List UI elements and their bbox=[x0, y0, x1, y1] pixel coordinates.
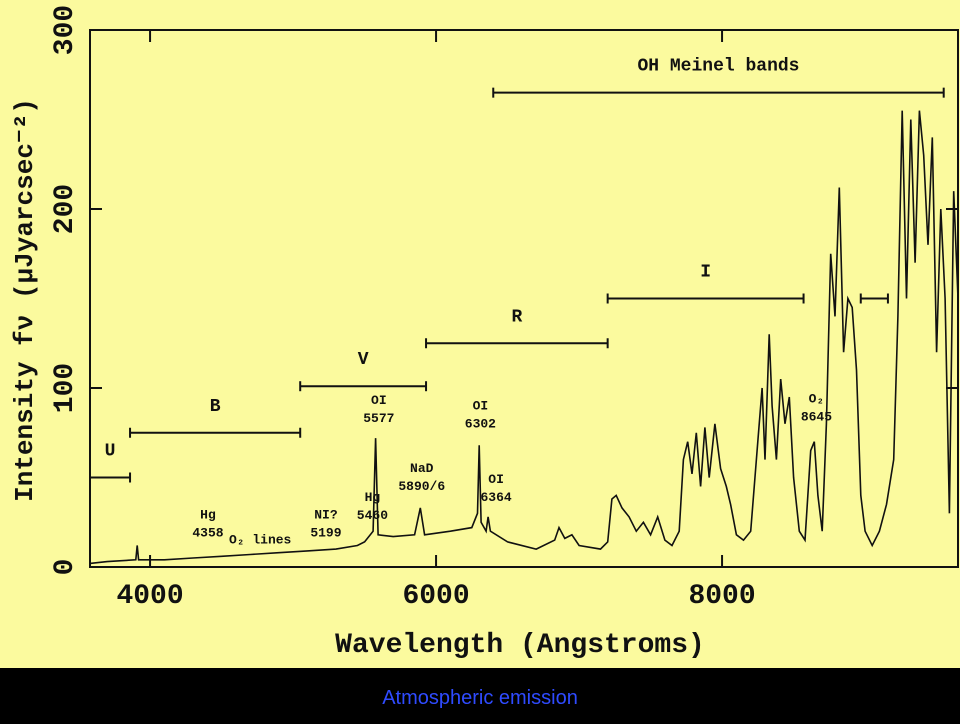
line-label: 4358 bbox=[192, 526, 223, 541]
y-tick-label: 0 bbox=[50, 559, 81, 576]
line-label: Hg bbox=[200, 508, 216, 523]
y-tick-label: 200 bbox=[50, 184, 81, 234]
band-label: V bbox=[358, 350, 369, 370]
line-label: 5890/6 bbox=[398, 479, 445, 494]
line-label: NI? bbox=[314, 508, 338, 523]
line-label: Hg bbox=[365, 490, 381, 505]
line-label: 5199 bbox=[310, 526, 341, 541]
background bbox=[0, 0, 960, 668]
y-tick-label: 100 bbox=[50, 363, 81, 413]
band-label: U bbox=[105, 442, 116, 462]
chart: Wavelength (Angstroms) Intensity fν (μJy… bbox=[0, 0, 960, 668]
y-axis-label: Intensity fν (μJyarcsec⁻²) bbox=[10, 98, 40, 502]
y-tick-label: 300 bbox=[50, 5, 81, 55]
x-axis-label: Wavelength (Angstroms) bbox=[335, 630, 705, 661]
line-label: O₂ bbox=[809, 391, 825, 406]
line-label: NaD bbox=[410, 461, 434, 476]
line-label: 8645 bbox=[801, 409, 832, 424]
line-label: OI bbox=[488, 472, 504, 487]
line-label: O₂ lines bbox=[229, 533, 292, 548]
line-label: 6302 bbox=[465, 416, 496, 431]
band-label: B bbox=[210, 397, 221, 417]
band-label: I bbox=[700, 263, 711, 283]
line-label: 5577 bbox=[363, 411, 394, 426]
line-label: 6364 bbox=[481, 490, 512, 505]
line-label: OI bbox=[371, 393, 387, 408]
x-tick-label: 4000 bbox=[116, 581, 183, 612]
line-label: OI bbox=[473, 398, 489, 413]
x-tick-label: 8000 bbox=[688, 581, 755, 612]
caption: Atmospheric emission bbox=[382, 687, 578, 709]
spectrum-line bbox=[89, 110, 959, 565]
x-tick-label: 6000 bbox=[402, 581, 469, 612]
band-label: OH Meinel bands bbox=[637, 57, 799, 77]
band-label: R bbox=[511, 307, 522, 327]
line-label: 5460 bbox=[357, 508, 388, 523]
